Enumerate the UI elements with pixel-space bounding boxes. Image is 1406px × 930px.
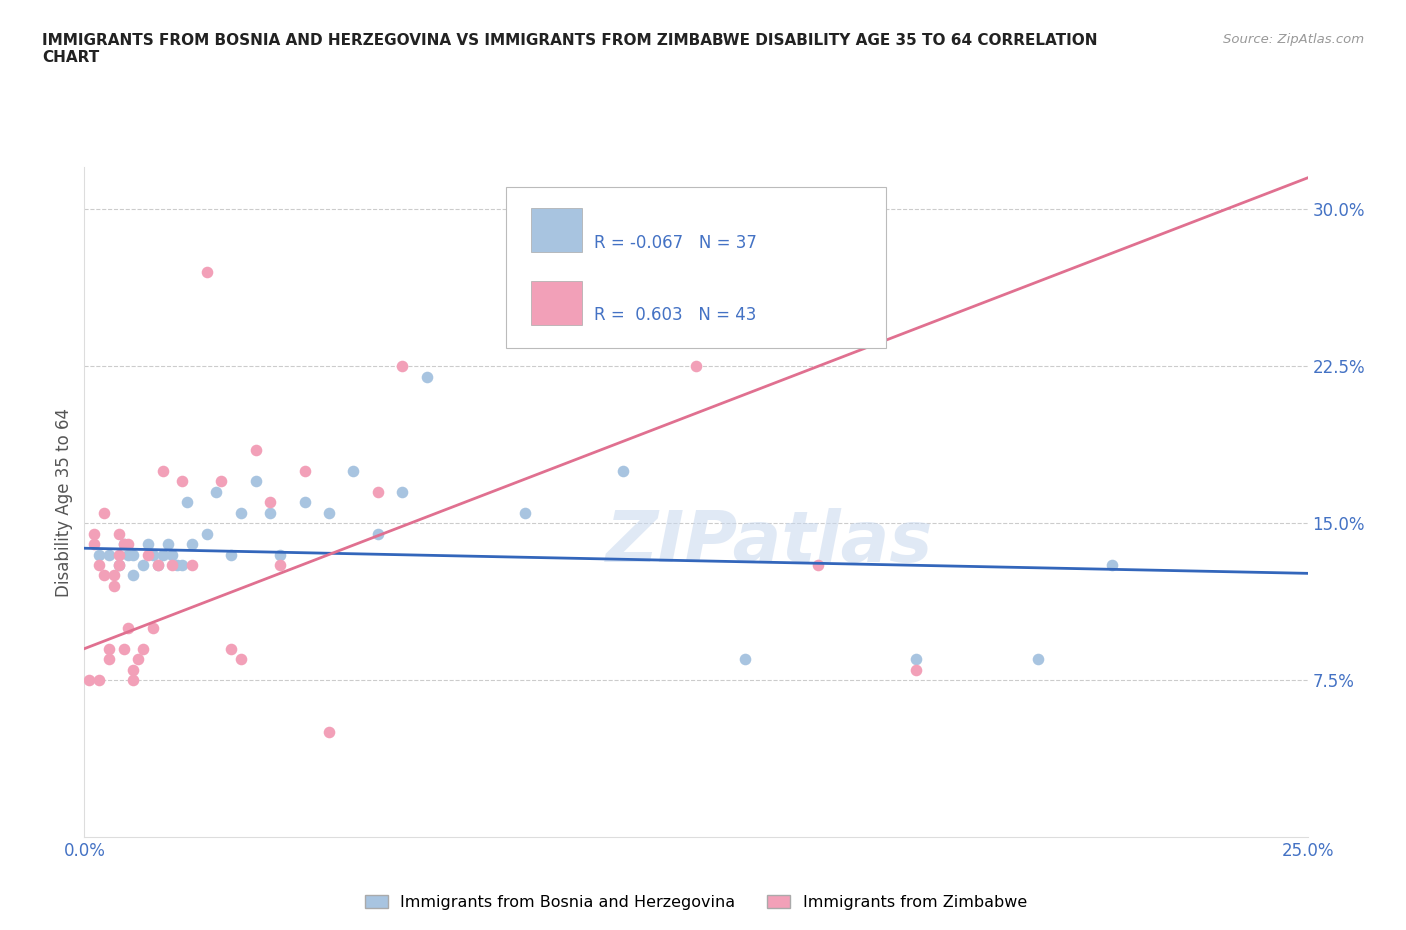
Point: [176, 495, 198, 510]
Point: [117, 547, 139, 562]
Point: [269, 547, 291, 562]
Point: [97, 652, 120, 667]
Point: [93, 505, 115, 520]
Point: [146, 558, 169, 573]
Point: [612, 463, 634, 478]
Point: [103, 568, 125, 583]
Point: [219, 547, 242, 562]
Point: [122, 568, 145, 583]
Point: [259, 505, 281, 520]
Point: [205, 485, 228, 499]
Point: [107, 558, 129, 573]
Point: [807, 558, 830, 573]
Point: [318, 725, 340, 740]
Point: [107, 558, 129, 573]
Point: [905, 662, 928, 677]
Point: [229, 505, 252, 520]
Point: [245, 474, 267, 489]
Point: [127, 652, 149, 667]
Point: [97, 547, 120, 562]
Point: [416, 369, 439, 384]
Point: [112, 642, 135, 657]
Point: [513, 505, 536, 520]
Point: [391, 485, 413, 499]
Point: [117, 620, 139, 635]
Point: [132, 642, 155, 657]
Point: [83, 537, 105, 551]
Text: R = -0.067   N = 37: R = -0.067 N = 37: [595, 233, 758, 252]
Point: [172, 474, 194, 489]
Point: [83, 526, 105, 541]
Point: [195, 526, 218, 541]
FancyBboxPatch shape: [506, 188, 886, 348]
Point: [209, 474, 232, 489]
Point: [342, 463, 364, 478]
Point: [294, 463, 316, 478]
Point: [97, 642, 120, 657]
Point: [152, 547, 174, 562]
Point: [367, 526, 389, 541]
Point: [112, 537, 135, 551]
Point: [734, 652, 756, 667]
Point: [152, 463, 174, 478]
Legend: Immigrants from Bosnia and Herzegovina, Immigrants from Zimbabwe: Immigrants from Bosnia and Herzegovina, …: [359, 888, 1033, 916]
Text: Source: ZipAtlas.com: Source: ZipAtlas.com: [1223, 33, 1364, 46]
Point: [107, 547, 129, 562]
Point: [181, 558, 204, 573]
Text: IMMIGRANTS FROM BOSNIA AND HERZEGOVINA VS IMMIGRANTS FROM ZIMBABWE DISABILITY AG: IMMIGRANTS FROM BOSNIA AND HERZEGOVINA V…: [42, 33, 1098, 65]
Point: [122, 662, 145, 677]
Point: [318, 505, 340, 520]
Point: [132, 558, 155, 573]
FancyBboxPatch shape: [531, 207, 582, 251]
Text: ZIPatlas: ZIPatlas: [606, 508, 934, 577]
Point: [166, 558, 188, 573]
Point: [136, 547, 159, 562]
Point: [136, 537, 159, 551]
Point: [172, 558, 194, 573]
Point: [219, 642, 242, 657]
Text: R =  0.603   N = 43: R = 0.603 N = 43: [595, 306, 756, 324]
Point: [259, 495, 281, 510]
Point: [269, 558, 291, 573]
Point: [391, 359, 413, 374]
Point: [142, 620, 165, 635]
Point: [367, 485, 389, 499]
Point: [103, 578, 125, 593]
Point: [112, 537, 135, 551]
Point: [162, 558, 184, 573]
Point: [245, 443, 267, 458]
Y-axis label: Disability Age 35 to 64: Disability Age 35 to 64: [55, 407, 73, 597]
Point: [905, 652, 928, 667]
Point: [77, 672, 100, 687]
Point: [685, 359, 707, 374]
Point: [122, 672, 145, 687]
Point: [181, 537, 204, 551]
Point: [107, 526, 129, 541]
Point: [87, 672, 110, 687]
Point: [156, 537, 179, 551]
Point: [294, 495, 316, 510]
Point: [1101, 558, 1123, 573]
Point: [146, 558, 169, 573]
Point: [142, 547, 165, 562]
Point: [117, 537, 139, 551]
Point: [87, 547, 110, 562]
Point: [229, 652, 252, 667]
FancyBboxPatch shape: [531, 281, 582, 326]
Point: [195, 265, 218, 280]
Point: [1028, 652, 1050, 667]
Point: [87, 558, 110, 573]
Point: [162, 547, 184, 562]
Point: [93, 568, 115, 583]
Point: [122, 547, 145, 562]
